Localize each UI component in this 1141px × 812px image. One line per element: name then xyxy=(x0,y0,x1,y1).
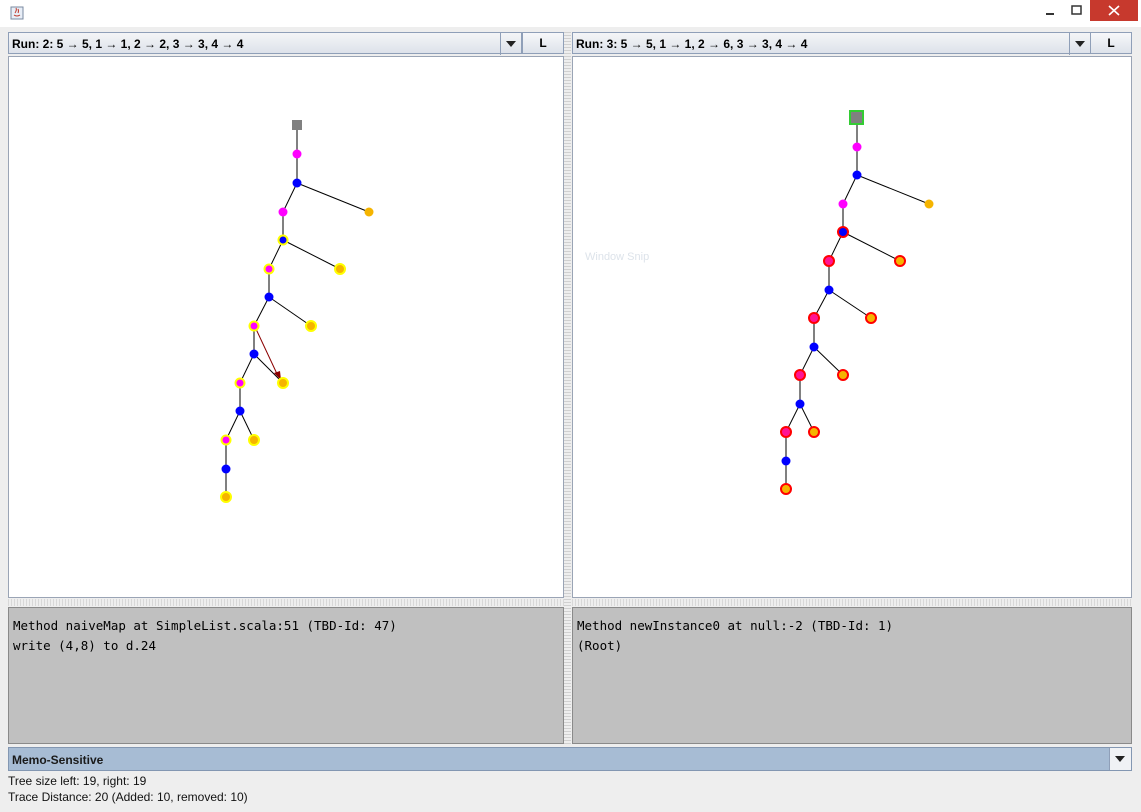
tree-node[interactable] xyxy=(824,285,834,295)
maximize-button[interactable] xyxy=(1063,0,1091,21)
tree-node[interactable] xyxy=(808,312,820,324)
left-run-label: Run: 2: 5 → 5, 1 → 1, 2 → 2, 3 → 3, 4 → … xyxy=(12,37,244,51)
right-tree-graph[interactable] xyxy=(573,57,1132,598)
tree-node[interactable] xyxy=(249,349,259,359)
tree-node[interactable] xyxy=(234,377,246,389)
tree-edge xyxy=(842,231,901,262)
tree-edge xyxy=(268,296,312,327)
tree-edge xyxy=(296,182,370,213)
dependency-arrow xyxy=(255,328,281,380)
tree-node[interactable] xyxy=(852,170,862,180)
tree-size-status: Tree size left: 19, right: 19 xyxy=(8,774,147,788)
tree-node[interactable] xyxy=(264,292,274,302)
close-icon xyxy=(1108,5,1120,16)
left-tree-graph[interactable] xyxy=(9,57,564,598)
chevron-down-icon[interactable] xyxy=(1109,748,1131,770)
tree-node[interactable] xyxy=(221,464,231,474)
info-line: Method naiveMap at SimpleList.scala:51 (… xyxy=(13,618,397,633)
tree-node[interactable] xyxy=(837,226,849,238)
left-l-button[interactable]: L xyxy=(522,32,564,54)
minimize-icon xyxy=(1046,13,1054,15)
tree-edge xyxy=(856,174,930,205)
tree-node[interactable] xyxy=(894,255,906,267)
right-l-button[interactable]: L xyxy=(1090,32,1132,54)
tree-node[interactable] xyxy=(364,207,374,217)
tree-node[interactable] xyxy=(780,483,792,495)
tree-edge xyxy=(253,353,284,384)
right-run-label: Run: 3: 5 → 5, 1 → 1, 2 → 6, 3 → 3, 4 → … xyxy=(576,37,808,51)
left-info-panel: Method naiveMap at SimpleList.scala:51 (… xyxy=(8,607,564,744)
tree-edge xyxy=(282,239,341,270)
tree-node[interactable] xyxy=(292,149,302,159)
tree-node[interactable] xyxy=(305,320,317,332)
chevron-down-icon[interactable] xyxy=(1069,33,1091,55)
vertical-splitter[interactable] xyxy=(564,32,571,744)
tree-node[interactable] xyxy=(809,342,819,352)
tree-node[interactable] xyxy=(220,434,232,446)
right-run-selector[interactable]: Run: 3: 5 → 5, 1 → 1, 2 → 6, 3 → 3, 4 → … xyxy=(572,32,1091,55)
root-node[interactable] xyxy=(849,110,864,125)
chevron-down-icon[interactable] xyxy=(500,33,522,55)
tree-node[interactable] xyxy=(823,255,835,267)
tree-node[interactable] xyxy=(924,199,934,209)
tree-node[interactable] xyxy=(248,434,260,446)
info-line: write (4,8) to d.24 xyxy=(13,638,156,653)
mode-selector[interactable]: Memo-Sensitive xyxy=(8,747,1132,771)
left-horizontal-splitter[interactable] xyxy=(8,599,564,606)
tree-node[interactable] xyxy=(220,491,232,503)
tree-node[interactable] xyxy=(263,263,275,275)
minimize-button[interactable] xyxy=(1035,0,1063,21)
tree-edge xyxy=(813,346,844,376)
tree-edge xyxy=(282,182,298,213)
tree-node[interactable] xyxy=(781,456,791,466)
java-app-icon xyxy=(10,6,24,20)
window-snip-ghost-text: Window Snip xyxy=(585,251,650,263)
left-tree-canvas[interactable] xyxy=(8,56,564,598)
tree-node[interactable] xyxy=(795,399,805,409)
tree-node[interactable] xyxy=(235,406,245,416)
left-run-selector[interactable]: Run: 2: 5 → 5, 1 → 1, 2 → 2, 3 → 3, 4 → … xyxy=(8,32,522,55)
tree-edge xyxy=(842,174,858,205)
tree-node[interactable] xyxy=(865,312,877,324)
info-line: (Root) xyxy=(577,638,623,653)
tree-node[interactable] xyxy=(292,178,302,188)
trace-distance-status: Trace Distance: 20 (Added: 10, removed: … xyxy=(8,790,248,804)
tree-node[interactable] xyxy=(808,426,820,438)
tree-node[interactable] xyxy=(794,369,806,381)
tree-node[interactable] xyxy=(248,320,260,332)
right-info-panel: Method newInstance0 at null:-2 (TBD-Id: … xyxy=(572,607,1132,744)
tree-node[interactable] xyxy=(277,234,289,246)
right-tree-canvas[interactable] xyxy=(572,56,1132,598)
title-bar xyxy=(0,0,1141,28)
tree-node[interactable] xyxy=(334,263,346,275)
right-horizontal-splitter[interactable] xyxy=(572,599,1132,606)
tree-edge xyxy=(828,289,872,319)
tree-node[interactable] xyxy=(852,142,862,152)
tree-node[interactable] xyxy=(837,369,849,381)
info-line: Method newInstance0 at null:-2 (TBD-Id: … xyxy=(577,618,894,633)
tree-node[interactable] xyxy=(278,207,288,217)
root-node[interactable] xyxy=(292,120,302,130)
mode-selected-label: Memo-Sensitive xyxy=(12,753,104,767)
tree-node[interactable] xyxy=(780,426,792,438)
maximize-icon xyxy=(1071,5,1082,15)
close-button[interactable] xyxy=(1090,0,1138,21)
main-frame: Run: 2: 5 → 5, 1 → 1, 2 → 2, 3 → 3, 4 → … xyxy=(0,27,1141,812)
tree-node[interactable] xyxy=(838,199,848,209)
tree-node[interactable] xyxy=(277,377,289,389)
